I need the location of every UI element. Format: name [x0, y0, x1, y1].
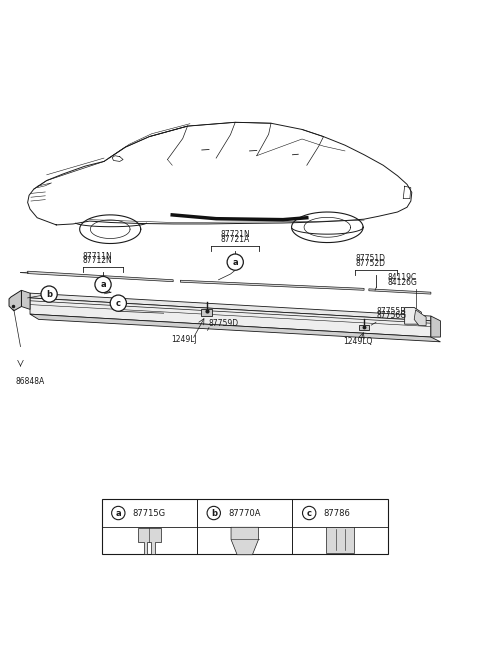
Polygon shape — [30, 314, 441, 342]
Polygon shape — [414, 310, 426, 326]
Text: 87755B: 87755B — [376, 307, 406, 316]
Text: c: c — [116, 299, 121, 308]
Polygon shape — [138, 528, 161, 554]
Text: 87756G: 87756G — [376, 311, 406, 320]
Text: 84126G: 84126G — [388, 278, 418, 287]
Text: a: a — [100, 280, 106, 289]
Text: a: a — [232, 257, 238, 267]
Circle shape — [41, 286, 57, 302]
Text: 1249LJ: 1249LJ — [171, 335, 196, 345]
Circle shape — [95, 276, 111, 293]
Polygon shape — [369, 289, 431, 294]
Bar — [326, 527, 354, 553]
Text: c: c — [307, 508, 312, 517]
Circle shape — [112, 506, 125, 519]
Bar — [201, 309, 212, 316]
Text: 87715G: 87715G — [132, 508, 166, 517]
Text: 86848A: 86848A — [15, 377, 45, 386]
Polygon shape — [22, 290, 30, 309]
Text: a: a — [116, 508, 121, 517]
Text: 87711N: 87711N — [83, 252, 112, 261]
Circle shape — [227, 254, 243, 271]
Circle shape — [110, 295, 126, 311]
Text: 84119C: 84119C — [388, 273, 417, 282]
Text: 87712N: 87712N — [83, 257, 112, 265]
Text: 87770A: 87770A — [228, 508, 261, 517]
Text: 87759D: 87759D — [209, 318, 239, 328]
Circle shape — [302, 506, 316, 519]
Text: b: b — [46, 290, 52, 299]
Circle shape — [207, 506, 220, 519]
Polygon shape — [405, 307, 421, 324]
Polygon shape — [30, 298, 431, 337]
Polygon shape — [231, 527, 259, 555]
Polygon shape — [30, 293, 431, 321]
Text: 87721A: 87721A — [221, 235, 250, 244]
Polygon shape — [28, 271, 173, 282]
Text: 87721N: 87721N — [220, 230, 250, 239]
Text: b: b — [211, 508, 217, 517]
Bar — [360, 325, 369, 330]
Polygon shape — [431, 316, 441, 337]
Bar — [102, 499, 388, 554]
Text: 87751D: 87751D — [356, 254, 385, 263]
Polygon shape — [9, 290, 22, 310]
Polygon shape — [180, 280, 364, 290]
Text: 87752D: 87752D — [356, 259, 385, 268]
Text: 87786: 87786 — [324, 508, 350, 517]
Text: 1249LQ: 1249LQ — [343, 337, 372, 346]
